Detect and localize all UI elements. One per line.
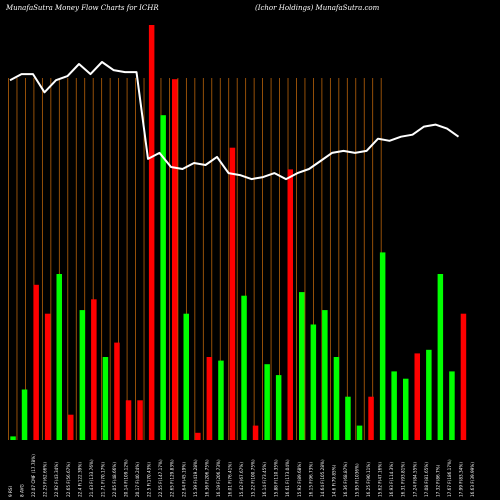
money-flow-bar — [10, 436, 16, 440]
x-tick-label: 22.5 F(170.43%) — [147, 462, 152, 497]
money-flow-bar — [414, 353, 420, 440]
money-flow-bar — [345, 396, 351, 440]
money-flow-bar — [368, 396, 374, 440]
money-flow-bar — [426, 349, 432, 440]
x-tick-label: 16.63 F(39.99%) — [470, 462, 475, 497]
money-flow-bar — [218, 360, 224, 440]
money-flow-bar — [460, 313, 467, 440]
money-flow-bar — [56, 274, 62, 440]
x-tick-label: 15.92 F(89.68%) — [297, 462, 302, 497]
x-tick-label: 22.65 F(129.83%) — [170, 459, 175, 497]
money-flow-bar — [125, 400, 132, 440]
x-tick-label: 8 AVG — [20, 484, 25, 497]
money-flow-bar — [379, 252, 386, 440]
x-tick-label: 15.22 F(100.75%) — [251, 459, 256, 497]
x-tick-label: 22.4 F(122.39%) — [77, 462, 82, 497]
money-flow-bar — [160, 115, 166, 440]
x-tick-label: 21.71 F(70.17%) — [100, 462, 105, 497]
x-tick-label: 22.65 F(56.67%) — [66, 462, 71, 497]
money-flow-bar — [183, 313, 189, 440]
money-flow-bar — [79, 310, 86, 440]
x-tick-label: 17.99 F(83.34%) — [459, 462, 464, 497]
x-tick-label: 22.07 CMF (17.78%) — [31, 454, 36, 497]
x-tick-label: 16.15 F(96.73%) — [308, 462, 313, 497]
x-tick-label: 21.43 F(133.76%) — [89, 459, 94, 497]
money-flow-bar — [391, 371, 397, 440]
x-tick-label: 22.55 F(147.17%) — [158, 459, 163, 497]
money-flow-bar — [33, 284, 39, 440]
money-flow-bar — [102, 357, 109, 440]
x-tick-label: 15.42 F(67.67%) — [239, 462, 244, 497]
money-flow-bar — [310, 324, 317, 440]
money-flow-bar — [114, 342, 120, 440]
money-flow-bar — [195, 432, 201, 440]
money-flow-bar — [299, 292, 305, 440]
x-tick-label: 15.95 F(1036%) — [355, 463, 360, 497]
x-tick-label: 17.24 F(84.55%) — [412, 462, 417, 497]
x-tick-label: 15.88 F(110.35%) — [274, 459, 279, 497]
money-flow-bar — [403, 378, 409, 440]
x-tick-label: 15.62 F(47.16%) — [378, 462, 383, 497]
money-flow-bar — [437, 274, 444, 440]
x-tick-label: 14.6 F(79.85%) — [331, 464, 336, 497]
x-tick-label: 9 RSI — [8, 486, 13, 497]
column-separators — [8, 78, 382, 440]
x-tick-label: 16.01 F(76.41%) — [228, 462, 233, 497]
money-flow-bar — [275, 375, 282, 441]
x-tick-label: 20.14 F(109.12%) — [124, 459, 129, 497]
money-flow-bar — [322, 310, 328, 440]
money-flow-bar — [264, 364, 270, 440]
money-flow-bar — [333, 357, 340, 440]
x-tick-label: 14.64 F(105.28%) — [320, 459, 325, 497]
chart-title: MunafaSutra Money Flow Charts for ICHR — [6, 4, 159, 12]
x-tick-label: 22.92 F(43.34%) — [54, 462, 59, 497]
money-flow-bar — [91, 299, 97, 440]
money-flow-bar — [21, 389, 28, 440]
money-flow-bar — [68, 414, 74, 440]
money-flow-bar — [148, 25, 155, 440]
price-line-group — [9, 61, 460, 181]
x-tick-label: 15.39 F(419.28%) — [193, 459, 198, 497]
x-tick-label: 17.08 F(81.65%) — [424, 462, 429, 497]
money-flow-bar — [44, 313, 51, 440]
money-flow-bar — [287, 169, 293, 440]
x-tick-label: 16.61 F(173.04%) — [285, 459, 290, 497]
x-tick-labels: 9 RSI 8 AVG 22.07 CMF (17.78%) 22.23 F(62.6… — [8, 454, 475, 497]
x-tick-label: 16.19 F(206.73%) — [216, 459, 221, 497]
money-flow-bar — [172, 79, 178, 440]
x-tick-label: 16.31 F(93.81%) — [401, 462, 406, 497]
x-tick-label: 22.23 F(62.66%) — [43, 462, 48, 497]
money-flow-bar — [449, 371, 455, 440]
price-line — [9, 61, 460, 181]
x-tick-label: 17.32 F(86.7%) — [435, 464, 440, 497]
chart-subtitle: (Ichor Holdings) MunafaSutra.com — [255, 4, 380, 12]
x-tick-label: 20.17 F(40.24%) — [135, 462, 140, 497]
money-flow-bar — [356, 425, 363, 440]
money-flow-bar — [229, 147, 236, 440]
x-tick-label: 22.05 F(48.66%) — [112, 462, 117, 497]
money-flow-bars — [10, 25, 467, 441]
money-flow-bar — [206, 357, 213, 440]
money-flow-bar — [252, 425, 259, 440]
x-tick-label: 16.93 F(114.3%) — [389, 462, 394, 497]
money-flow-bar — [137, 400, 143, 440]
money-flow-bar — [241, 295, 247, 440]
x-tick-label: 22.64 F(45.19%) — [181, 462, 186, 497]
x-tick-label: 16.36 F(206.75%) — [204, 459, 209, 497]
x-tick-label: 17.67 F(186.17%) — [447, 459, 452, 497]
x-tick-label: 16.14 F(73.45%) — [262, 462, 267, 497]
x-tick-label: 16.25 F(90.11%) — [366, 462, 371, 497]
x-tick-label: 16.36 F(68.87%) — [343, 462, 348, 497]
